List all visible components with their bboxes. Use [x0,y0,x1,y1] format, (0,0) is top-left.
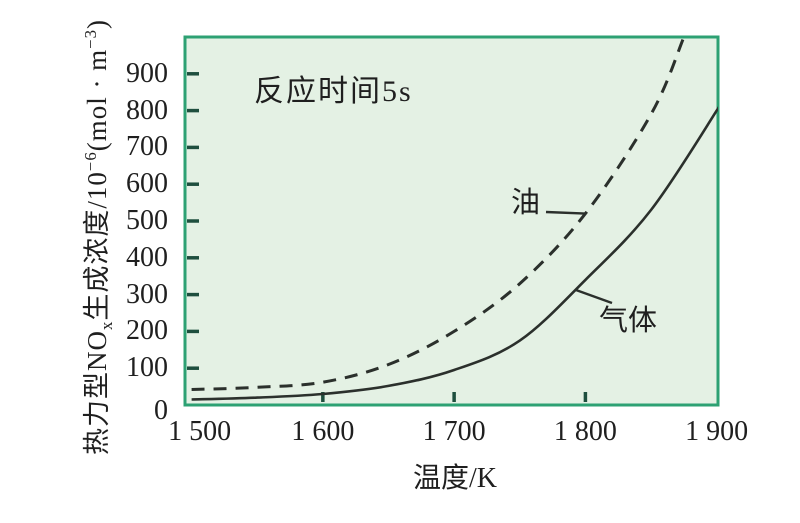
gas-leader-line [574,288,613,305]
x-axis-title: 温度/K [412,463,498,494]
y-tick-label: 400 [126,241,168,273]
y-tick-label: 800 [126,94,168,126]
y-tick-label: 900 [126,57,168,89]
reaction-time-annotation: 反应时间5s [254,75,413,108]
series-label-oil: 油 [511,187,541,219]
y-tick-label: 200 [126,315,168,347]
series-label-gas: 气体 [599,305,658,337]
oil-leader-line [545,210,586,215]
y-tick-label: 300 [126,278,168,310]
y-tick-label: 700 [126,131,168,163]
x-tick-label: 1 700 [422,416,486,447]
y-tick-label: 600 [126,168,168,200]
y-tick-label: 100 [126,352,168,384]
plot-area [183,35,720,407]
curve-gas [191,106,718,401]
x-tick-label: 1 500 [168,416,232,447]
x-tick-label: 1 900 [685,416,749,447]
curves [191,37,718,401]
y-axis-title-text: ) [81,18,112,29]
x-tick-label: 1 800 [553,416,617,447]
curve-oil [191,37,686,391]
x-tick-label: 1 600 [291,416,355,447]
y-tick-label: 500 [126,205,168,236]
label-leader-lines [545,210,613,305]
y-tick-label: 0 [154,395,168,426]
y-axis-title-text: 热力型NO [81,330,112,456]
y-axis-title-superscript: −3 [80,28,100,49]
tick-marks [187,72,588,402]
